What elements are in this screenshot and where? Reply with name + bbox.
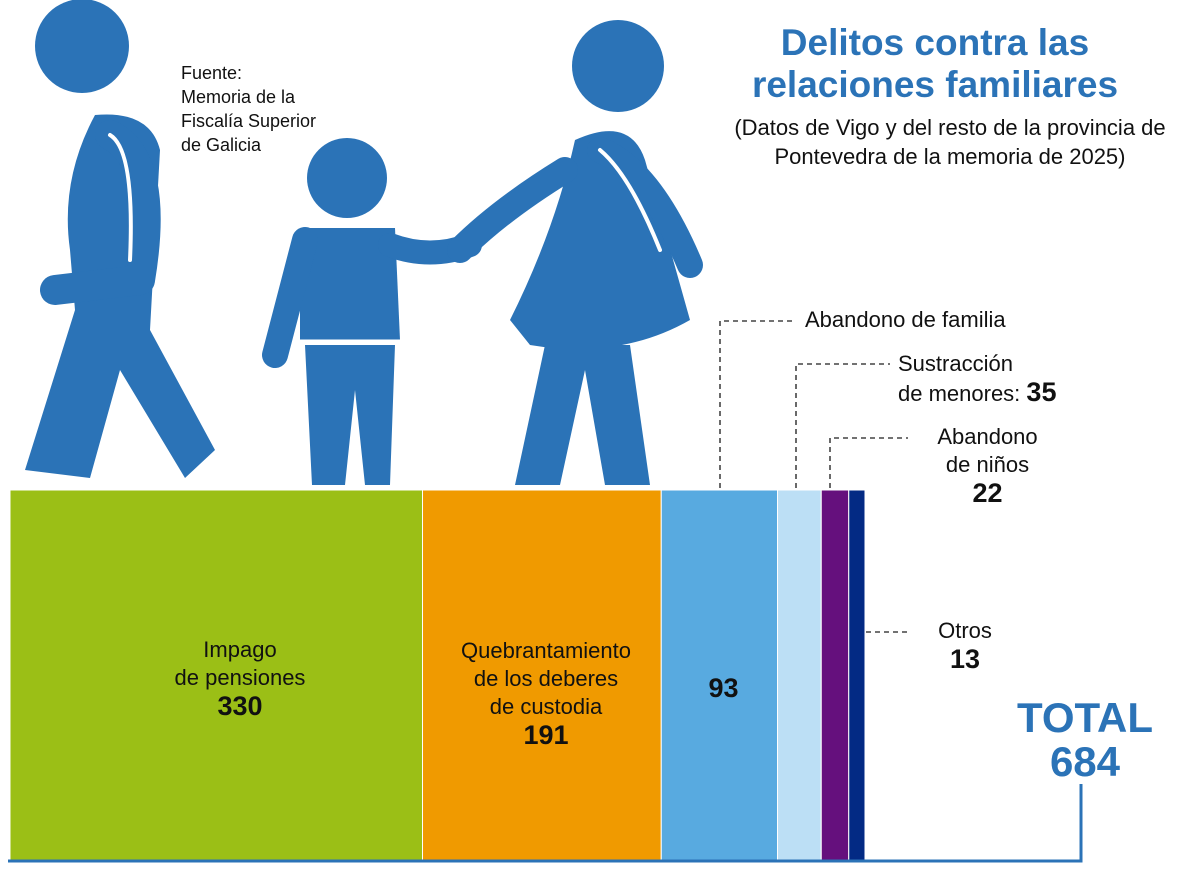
child-figure xyxy=(262,138,482,485)
value-label: 22 xyxy=(972,478,1003,508)
leader-abandono-ninos xyxy=(829,437,908,488)
label-sustraccion: Sustracción de menores: 35 xyxy=(898,350,1056,408)
total-bracket-line xyxy=(8,784,1083,863)
leader-lines xyxy=(719,320,908,633)
label-text: Abandono xyxy=(937,424,1038,449)
source-line: de Galicia xyxy=(181,135,262,155)
label-text: de menores: xyxy=(898,381,1021,406)
leader-abandono-familia xyxy=(719,320,795,488)
woman-figure xyxy=(447,20,703,485)
label-otros: Otros 13 xyxy=(920,617,1010,673)
label-text: Quebrantamiento xyxy=(461,638,631,663)
value-label: 191 xyxy=(523,720,569,750)
label-text: Impago xyxy=(203,637,277,662)
label-quebrantamiento: Quebrantamiento de los deberes de custod… xyxy=(421,637,671,749)
source-line: Fiscalía Superior xyxy=(181,111,317,131)
label-text: Sustracción xyxy=(898,351,1013,376)
total-label: TOTAL 684 xyxy=(1000,696,1170,784)
bar-quebrantamiento-de-los-deberes-de-custodia xyxy=(422,489,662,861)
label-text: Otros xyxy=(938,618,992,643)
total-value: 684 xyxy=(1049,738,1121,785)
bar-abandono-de-familia xyxy=(660,489,778,861)
value-label: 93 xyxy=(708,673,739,703)
subtitle: (Datos de Vigo y del resto de la provinc… xyxy=(734,115,1166,169)
source-note: Fuente: Memoria de la Fiscalía Superior … xyxy=(181,61,316,157)
source-line: Memoria de la xyxy=(181,87,296,107)
page-title: Delitos contra las relaciones familiares xyxy=(751,22,1119,105)
label-abandono-ninos: Abandono de niños 22 xyxy=(915,423,1060,507)
bar-abandono-de-ninos xyxy=(820,489,850,861)
leader-sustraccion xyxy=(795,363,890,488)
bars-group xyxy=(9,489,866,861)
label-text: de los deberes xyxy=(473,666,619,691)
label-impago: Impago de pensiones 330 xyxy=(110,636,370,720)
label-text: de custodia xyxy=(489,694,603,719)
value-label: 330 xyxy=(217,691,263,721)
man-figure xyxy=(25,0,215,478)
label-text: de pensiones xyxy=(174,665,306,690)
label-text: de niños xyxy=(945,452,1030,477)
total-title: TOTAL xyxy=(1016,694,1154,741)
label-abandono-familia: Abandono de familia xyxy=(805,307,1006,332)
value-label: 13 xyxy=(949,644,981,674)
source-line: Fuente: xyxy=(181,63,243,83)
family-figures-illustration xyxy=(25,0,703,485)
value-label: 35 xyxy=(1026,377,1057,407)
bar-sustraccion-de-menores xyxy=(777,489,822,861)
bar-otros xyxy=(848,489,866,861)
